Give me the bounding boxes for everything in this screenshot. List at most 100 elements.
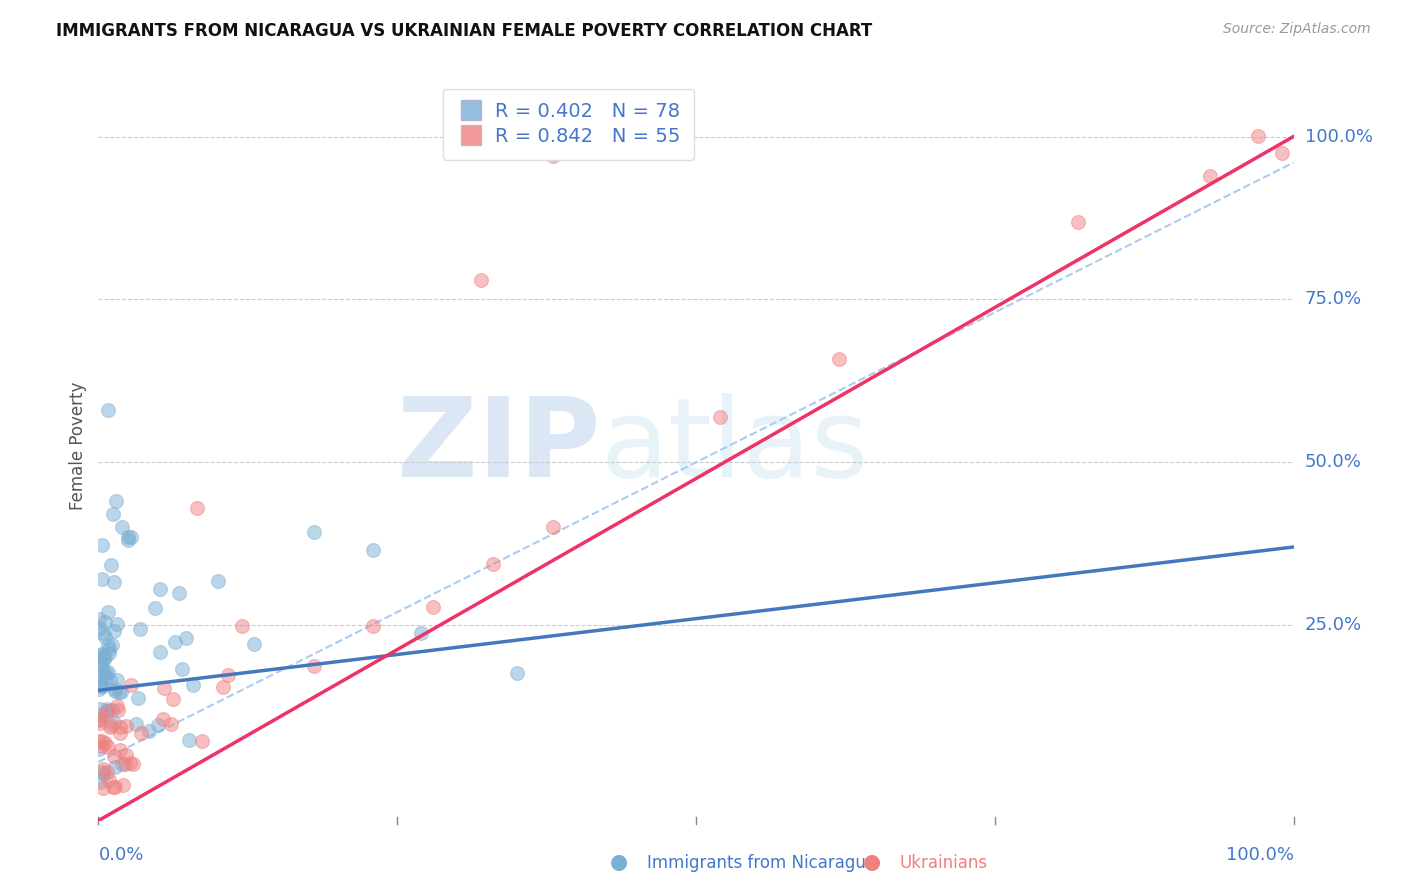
- Point: [101, 638, 124, 652]
- Point: [828, 351, 851, 366]
- Text: 75.0%: 75.0%: [1305, 291, 1362, 309]
- Point: [114, 719, 136, 733]
- Point: [96, 765, 118, 780]
- Point: [93, 651, 115, 665]
- Point: [87, 712, 110, 726]
- Point: [104, 681, 127, 696]
- Text: 100.0%: 100.0%: [1305, 128, 1372, 145]
- Point: [110, 720, 132, 734]
- Point: [121, 756, 143, 771]
- Legend: R = 0.402   N = 78, R = 0.842   N = 55: R = 0.402 N = 78, R = 0.842 N = 55: [443, 88, 695, 160]
- Point: [94, 670, 117, 684]
- Point: [97, 403, 120, 417]
- Point: [91, 733, 114, 747]
- Point: [90, 679, 112, 693]
- Point: [111, 756, 134, 771]
- Point: [98, 646, 121, 660]
- Point: [481, 557, 505, 571]
- Point: [90, 647, 112, 661]
- Text: 50.0%: 50.0%: [1305, 453, 1361, 471]
- Point: [108, 685, 131, 699]
- Point: [217, 667, 239, 681]
- Point: [89, 774, 111, 789]
- Y-axis label: Female Poverty: Female Poverty: [69, 382, 87, 510]
- Point: [90, 670, 112, 684]
- Point: [90, 648, 112, 662]
- Point: [105, 494, 128, 508]
- Point: [120, 678, 142, 692]
- Point: [89, 657, 111, 672]
- Point: [94, 630, 117, 644]
- Point: [190, 733, 212, 747]
- Point: [100, 717, 122, 731]
- Text: IMMIGRANTS FROM NICARAGUA VS UKRAINIAN FEMALE POVERTY CORRELATION CHART: IMMIGRANTS FROM NICARAGUA VS UKRAINIAN F…: [56, 22, 873, 40]
- Point: [90, 708, 112, 723]
- Point: [541, 519, 564, 533]
- Point: [125, 716, 148, 731]
- Point: [1247, 128, 1270, 143]
- Point: [101, 508, 124, 522]
- Point: [104, 684, 127, 698]
- Point: [96, 704, 118, 718]
- Point: [104, 780, 127, 794]
- Point: [108, 726, 131, 740]
- Text: 0.0%: 0.0%: [98, 846, 143, 863]
- Point: [108, 743, 131, 757]
- Point: [100, 558, 122, 573]
- Point: [105, 698, 128, 713]
- Point: [90, 739, 112, 753]
- Point: [90, 572, 112, 586]
- Point: [91, 762, 114, 776]
- Point: [179, 733, 201, 747]
- Point: [91, 648, 114, 663]
- Point: [87, 734, 110, 748]
- Point: [90, 765, 112, 780]
- Point: [89, 612, 111, 626]
- Point: [541, 149, 564, 163]
- Point: [103, 715, 125, 730]
- Point: [91, 658, 114, 673]
- Point: [107, 703, 129, 717]
- Point: [138, 724, 160, 739]
- Point: [103, 624, 125, 639]
- Point: [231, 619, 253, 633]
- Point: [1067, 215, 1090, 229]
- Point: [97, 772, 120, 787]
- Point: [91, 538, 114, 552]
- Point: [1271, 146, 1294, 161]
- Point: [105, 616, 128, 631]
- Point: [104, 760, 127, 774]
- Point: [96, 701, 118, 715]
- Point: [207, 574, 229, 589]
- Text: ZIP: ZIP: [396, 392, 600, 500]
- Point: [100, 673, 122, 688]
- Text: Ukrainians: Ukrainians: [900, 855, 988, 872]
- Point: [149, 582, 172, 596]
- Point: [186, 500, 208, 515]
- Point: [97, 740, 120, 755]
- Point: [243, 637, 266, 651]
- Point: [149, 645, 172, 659]
- Point: [165, 635, 187, 649]
- Point: [91, 780, 114, 795]
- Point: [162, 691, 184, 706]
- Text: ●: ●: [610, 853, 627, 872]
- Point: [153, 681, 176, 695]
- Point: [422, 600, 444, 615]
- Point: [91, 665, 114, 680]
- Point: [97, 704, 120, 718]
- Point: [114, 757, 136, 772]
- Point: [97, 665, 120, 680]
- Point: [103, 574, 125, 589]
- Point: [152, 712, 174, 726]
- Point: [159, 717, 181, 731]
- Text: 100.0%: 100.0%: [1226, 846, 1294, 863]
- Point: [117, 530, 139, 544]
- Point: [148, 718, 170, 732]
- Text: ●: ●: [863, 853, 880, 872]
- Text: 25.0%: 25.0%: [1305, 616, 1362, 634]
- Point: [302, 659, 325, 673]
- Point: [89, 621, 111, 635]
- Point: [97, 605, 120, 619]
- Point: [97, 638, 120, 652]
